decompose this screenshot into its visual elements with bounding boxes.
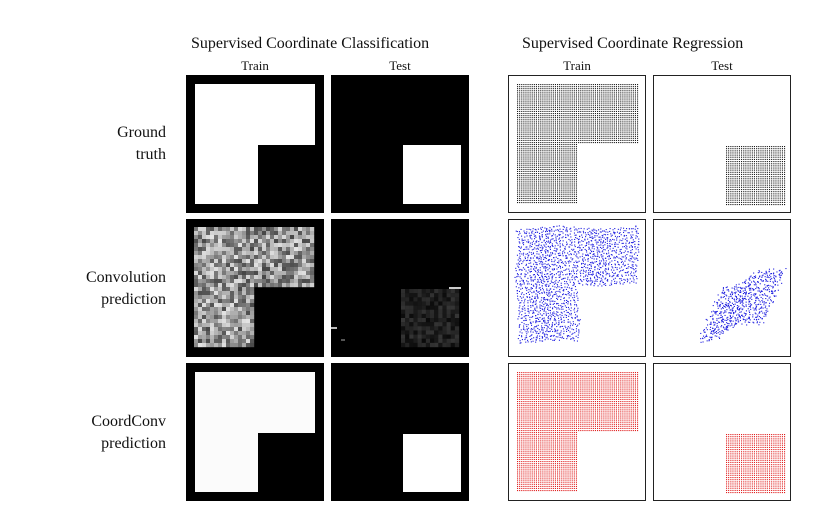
gt-reg-train-points — [517, 84, 639, 204]
row-label-convolution: Convolution prediction — [16, 267, 166, 311]
gt-cls-test-mask — [403, 145, 461, 204]
row-label-coordconv-line1: CoordConv — [91, 413, 166, 430]
panel-gt-reg-test — [653, 75, 791, 213]
panel-conv-cls-test — [331, 219, 469, 357]
row-label-coordconv: CoordConv prediction — [16, 411, 166, 455]
conv-cls-test-faint-mask — [331, 287, 461, 348]
panel-conv-reg-train — [508, 219, 646, 357]
col-label-reg-test: Test — [711, 58, 733, 73]
panel-coordconv-reg-train — [508, 363, 646, 501]
gt-reg-test-points — [726, 146, 786, 206]
gt-cls-train-mask — [195, 84, 315, 204]
col-label-cls-train: Train — [241, 58, 269, 73]
regression-header: Supervised Coordinate Regression — [522, 35, 744, 52]
panel-gt-reg-train — [508, 75, 646, 213]
conv-reg-train-points — [514, 225, 640, 344]
row-label-coordconv-line2: prediction — [101, 435, 166, 452]
panel-conv-cls-train — [186, 219, 324, 357]
panel-gt-cls-train — [186, 75, 324, 213]
panel-coordconv-reg-test — [653, 363, 791, 501]
coordconv-reg-train-points — [517, 372, 639, 492]
panel-gt-cls-test — [331, 75, 469, 213]
panel-coordconv-cls-test — [331, 363, 469, 501]
conv-reg-test-points — [700, 268, 787, 343]
classification-header: Supervised Coordinate Classification — [191, 35, 430, 52]
col-label-reg-train: Train — [563, 58, 591, 73]
row-label-ground-truth-line1: Ground — [117, 124, 166, 141]
row-label-ground-truth-line2: truth — [135, 146, 166, 163]
panel-conv-reg-test — [653, 219, 791, 357]
row-label-convolution-line2: prediction — [101, 291, 166, 308]
row-label-ground-truth: Ground truth — [16, 122, 166, 166]
row-label-convolution-line1: Convolution — [85, 269, 166, 286]
panel-coordconv-cls-train — [186, 363, 324, 501]
coordconv-cls-test-mask — [403, 434, 461, 492]
coordconv-cls-train-mask — [195, 372, 315, 492]
coordconv-reg-test-points — [726, 434, 786, 494]
conv-cls-train-noisy-mask — [194, 227, 315, 348]
col-label-cls-test: Test — [389, 58, 411, 73]
